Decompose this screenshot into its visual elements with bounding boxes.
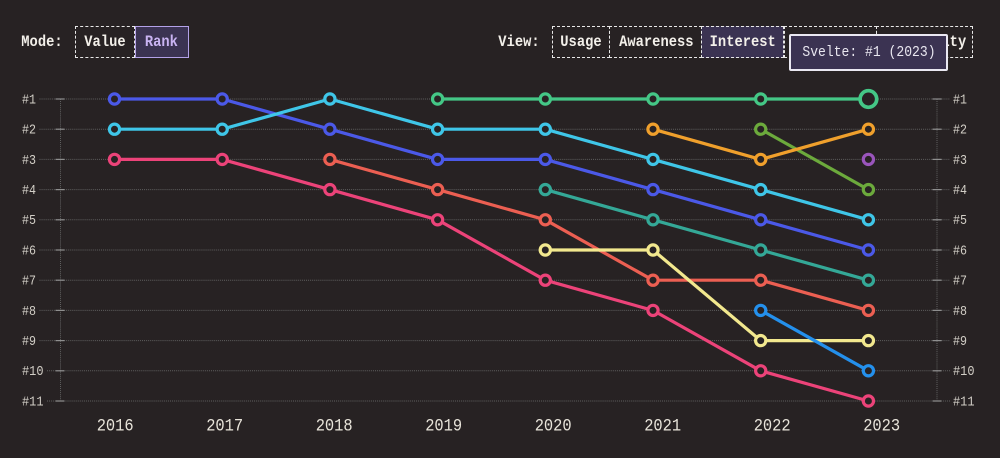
svg-text:#3: #3 — [22, 153, 36, 169]
svg-text:2016: 2016 — [97, 417, 134, 437]
svg-text:#6: #6 — [953, 243, 967, 259]
svg-text:2018: 2018 — [316, 417, 353, 437]
svg-text:#9: #9 — [953, 334, 967, 350]
svg-text:2020: 2020 — [535, 417, 572, 437]
svg-text:#10: #10 — [22, 364, 44, 380]
svg-text:#7: #7 — [953, 274, 967, 290]
svg-text:2017: 2017 — [206, 417, 243, 437]
svg-text:#1: #1 — [953, 92, 967, 108]
svg-text:#6: #6 — [22, 243, 36, 259]
svg-text:#8: #8 — [953, 304, 967, 320]
svg-text:2022: 2022 — [754, 417, 791, 437]
svg-text:#7: #7 — [22, 274, 36, 290]
svg-text:#9: #9 — [22, 334, 36, 350]
svg-text:#8: #8 — [22, 304, 36, 320]
svg-text:#2: #2 — [953, 123, 967, 139]
svg-text:#5: #5 — [953, 213, 967, 229]
svg-text:2021: 2021 — [644, 417, 681, 437]
svg-text:2019: 2019 — [425, 417, 462, 437]
svg-text:#1: #1 — [22, 92, 36, 108]
svg-text:#3: #3 — [953, 153, 967, 169]
svg-text:#11: #11 — [22, 394, 44, 410]
svg-text:#5: #5 — [22, 213, 36, 229]
svg-text:#4: #4 — [953, 183, 967, 199]
svg-text:2023: 2023 — [863, 417, 900, 437]
svg-text:#11: #11 — [953, 394, 975, 410]
svg-text:#10: #10 — [953, 364, 975, 380]
svg-text:#2: #2 — [22, 123, 36, 139]
svg-text:#4: #4 — [22, 183, 36, 199]
